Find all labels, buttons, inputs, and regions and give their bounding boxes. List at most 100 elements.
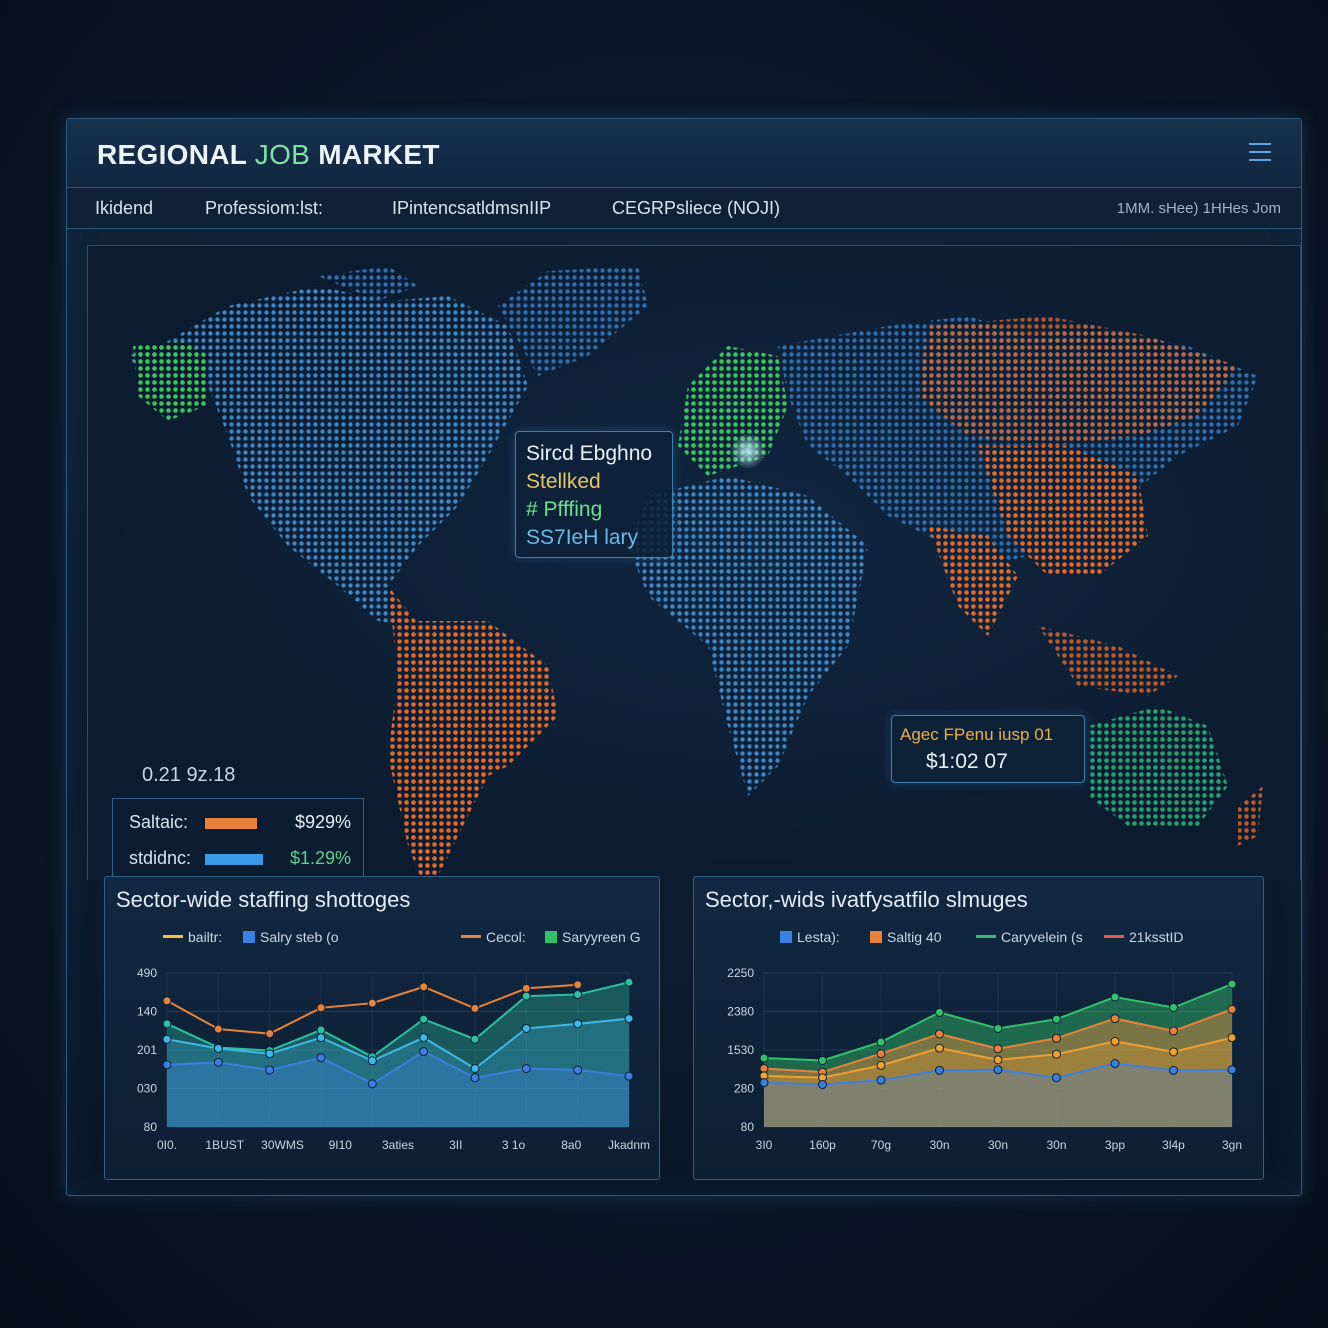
data-point[interactable] [624, 1014, 634, 1024]
data-point[interactable] [759, 1063, 769, 1073]
data-point[interactable] [573, 980, 583, 990]
data-point[interactable] [624, 977, 634, 987]
y-tick-label: 030 [137, 1082, 157, 1096]
data-point[interactable] [521, 983, 531, 993]
hamburger-menu-icon[interactable] [1249, 143, 1271, 163]
data-point[interactable] [265, 1049, 275, 1059]
data-point[interactable] [876, 1060, 886, 1070]
data-point[interactable] [1110, 1014, 1120, 1024]
data-point[interactable] [316, 1053, 326, 1063]
data-point[interactable] [1169, 1047, 1178, 1057]
data-point[interactable] [1110, 992, 1120, 1002]
data-point[interactable] [213, 1057, 223, 1067]
data-point[interactable] [1052, 1073, 1061, 1083]
legend-item: Salry steb (o [243, 929, 339, 945]
data-point[interactable] [419, 1033, 429, 1043]
data-point[interactable] [1052, 1049, 1061, 1059]
data-point[interactable] [818, 1079, 827, 1089]
data-point[interactable] [1227, 979, 1237, 989]
data-point[interactable] [935, 1043, 944, 1053]
data-point[interactable] [935, 1007, 944, 1017]
new-zealand [1238, 786, 1263, 846]
stat-bar [205, 818, 257, 829]
data-point[interactable] [470, 1073, 480, 1083]
data-point[interactable] [759, 1078, 769, 1088]
data-point[interactable] [876, 1049, 886, 1059]
data-point[interactable] [470, 1063, 480, 1073]
data-point[interactable] [573, 1019, 583, 1029]
data-point[interactable] [935, 1065, 944, 1075]
data-point[interactable] [213, 1043, 223, 1053]
data-point[interactable] [993, 1055, 1003, 1065]
tab-professional[interactable]: Professiom:lst: [205, 198, 324, 218]
data-point[interactable] [993, 1065, 1003, 1075]
data-point[interactable] [993, 1023, 1003, 1033]
data-point[interactable] [419, 1047, 429, 1057]
data-point[interactable] [367, 1079, 377, 1089]
data-point[interactable] [316, 1025, 326, 1035]
data-point[interactable] [162, 1019, 172, 1029]
x-tick-label: 9I10 [329, 1138, 353, 1152]
data-point[interactable] [367, 998, 377, 1008]
series-line [166, 1017, 630, 1070]
data-point[interactable] [419, 982, 429, 992]
x-tick-label: 3 1o [502, 1138, 526, 1152]
data-point[interactable] [993, 1044, 1003, 1054]
x-tick-label: 1BUST [205, 1138, 244, 1152]
india-region [928, 526, 1018, 636]
data-point[interactable] [265, 1065, 275, 1075]
data-point[interactable] [1227, 1065, 1237, 1075]
data-point[interactable] [1169, 1026, 1178, 1036]
tooltip-line-4: SS7IeH lary [526, 526, 639, 549]
data-point[interactable] [1052, 1014, 1061, 1024]
y-tick-label: 140 [137, 1005, 157, 1019]
data-point[interactable] [935, 1029, 944, 1039]
data-point[interactable] [521, 1023, 531, 1033]
alaska-region [133, 341, 208, 421]
data-point[interactable] [1227, 1033, 1237, 1043]
data-point[interactable] [1052, 1033, 1061, 1043]
data-point[interactable] [759, 1053, 769, 1063]
data-point[interactable] [419, 1014, 429, 1024]
tab-ikidend[interactable]: Ikidend [95, 198, 154, 218]
world-map-panel[interactable]: Sircd Ebghno Stellked # Pfffing SS7IeH l… [87, 245, 1301, 988]
data-point[interactable] [470, 1034, 480, 1044]
data-point[interactable] [1169, 1002, 1178, 1012]
data-point[interactable] [470, 1003, 480, 1013]
legend-label: Saltig 40 [887, 929, 942, 945]
data-point[interactable] [1110, 1059, 1120, 1069]
data-point[interactable] [316, 1033, 326, 1043]
tab-cegrp[interactable]: CEGRPsliece (NOJI) [612, 198, 781, 218]
data-point[interactable] [624, 1071, 634, 1081]
legend-item: 21ksstID [1104, 929, 1183, 945]
stats-date: 0.21 9z.18 [142, 764, 236, 786]
data-point[interactable] [876, 1037, 886, 1047]
series-line [166, 981, 630, 1058]
data-point[interactable] [162, 1060, 172, 1070]
tooltip-line-1: Sircd Ebghno [526, 442, 653, 465]
data-point[interactable] [818, 1055, 827, 1065]
y-tick-label: 2250 [727, 966, 754, 980]
north-america [128, 266, 528, 626]
legend-swatch [163, 935, 183, 938]
y-tick-label: 490 [137, 966, 157, 980]
data-point[interactable] [367, 1056, 377, 1066]
data-point[interactable] [573, 990, 583, 1000]
data-point[interactable] [876, 1075, 886, 1085]
data-point[interactable] [1110, 1036, 1120, 1046]
data-point[interactable] [1227, 1004, 1237, 1014]
data-point[interactable] [265, 1029, 275, 1039]
data-point[interactable] [521, 991, 531, 1001]
data-point[interactable] [1169, 1065, 1178, 1075]
south-america [388, 586, 488, 880]
data-point[interactable] [213, 1024, 223, 1034]
data-point[interactable] [162, 996, 172, 1006]
salary-tooltip-title: Agec FPenu iusp 01 [900, 725, 1054, 744]
data-point[interactable] [316, 1003, 326, 1013]
data-point[interactable] [573, 1065, 583, 1075]
tab-pintencsat[interactable]: IPintencsatldmsnIIP [392, 198, 552, 218]
data-point[interactable] [162, 1034, 172, 1044]
legend-item: Lesta): [780, 929, 840, 945]
data-point[interactable] [521, 1063, 531, 1073]
